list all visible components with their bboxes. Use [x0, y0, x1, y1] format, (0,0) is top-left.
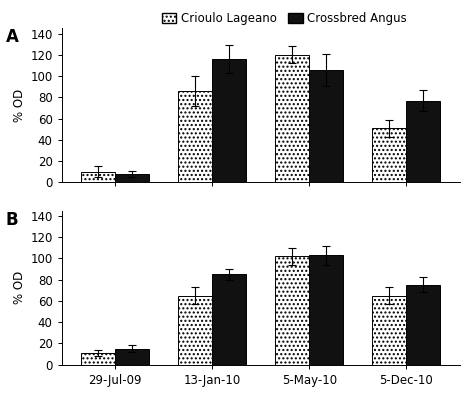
- Bar: [406, 285, 440, 364]
- Bar: [115, 174, 149, 182]
- Bar: [178, 91, 212, 182]
- Text: B: B: [6, 211, 18, 228]
- Bar: [275, 55, 309, 182]
- Legend: Crioulo Lageano, Crossbred Angus: Crioulo Lageano, Crossbred Angus: [159, 10, 410, 28]
- Bar: [115, 349, 149, 364]
- Bar: [212, 274, 246, 364]
- Y-axis label: % OD: % OD: [13, 89, 26, 122]
- Bar: [81, 353, 115, 364]
- Bar: [406, 100, 440, 182]
- Bar: [309, 255, 343, 364]
- Bar: [81, 172, 115, 182]
- Bar: [373, 128, 406, 182]
- Bar: [309, 70, 343, 182]
- Bar: [212, 59, 246, 182]
- Y-axis label: % OD: % OD: [13, 271, 26, 304]
- Bar: [373, 296, 406, 364]
- Bar: [178, 296, 212, 364]
- Text: A: A: [6, 28, 19, 46]
- Bar: [275, 256, 309, 364]
